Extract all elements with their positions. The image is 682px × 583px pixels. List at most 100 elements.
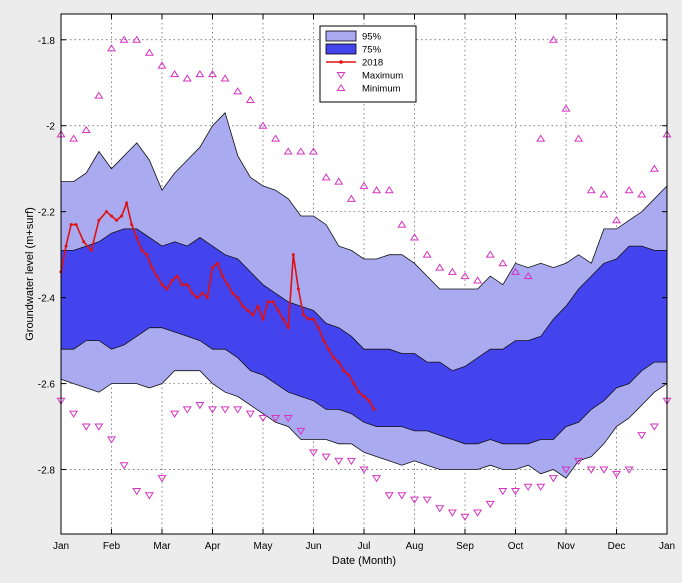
line-2018-point [97, 218, 101, 222]
line-2018-point [160, 283, 164, 287]
minimum-marker [195, 69, 205, 78]
minimum-marker [233, 87, 243, 95]
line-2018-point [145, 253, 149, 257]
line-2018-point [291, 253, 295, 257]
line-2018-point [180, 283, 184, 287]
maximum-marker [334, 457, 344, 466]
line-2018-point [241, 304, 245, 308]
x-tick-label: Feb [103, 541, 121, 552]
line-2018-point [150, 266, 154, 270]
band-edge-band95-lower [60, 370, 668, 479]
x-tick-label: May [254, 541, 273, 552]
line-2018-point [296, 287, 300, 291]
line-2018-point [200, 291, 204, 295]
minimum-marker [258, 121, 268, 129]
extreme-markers [56, 35, 672, 521]
maximum-marker [258, 414, 268, 423]
legend-label: Maximum [362, 71, 403, 82]
x-tick-label: Jan [659, 541, 675, 552]
minimum-marker [523, 271, 533, 280]
line-2018-point [64, 244, 68, 248]
line-2018-point [352, 382, 356, 386]
line-2018-point [357, 390, 361, 394]
line-2018-point [327, 347, 331, 351]
minimum-marker [574, 134, 584, 142]
maximum-marker [271, 414, 281, 423]
maximum-marker [245, 410, 255, 418]
maximum-marker [409, 496, 420, 504]
maximum-marker [397, 492, 407, 500]
maximum-marker [359, 466, 369, 474]
x-tick-label: Jan [53, 541, 69, 552]
minimum-marker [81, 125, 91, 134]
maximum-marker [649, 423, 659, 431]
maximum-marker [220, 406, 230, 414]
minimum-marker [207, 69, 218, 78]
maximum-marker [144, 492, 154, 500]
maximum-marker [81, 423, 91, 431]
minimum-marker [308, 147, 319, 155]
maximum-marker [624, 466, 634, 474]
minimum-marker [611, 216, 622, 224]
minimum-marker [536, 134, 546, 142]
y-axis-label: Groundwater level (m+surf) [24, 207, 36, 341]
line-2018-point [362, 394, 366, 398]
maximum-marker [94, 423, 104, 431]
line-2018-point [276, 309, 280, 313]
minimum-marker [245, 95, 255, 103]
line-2018-point [231, 291, 235, 295]
maximum-marker [599, 466, 609, 474]
minimum-marker [94, 91, 104, 99]
minimum-marker [106, 44, 117, 52]
minimum-marker [649, 164, 659, 172]
maximum-marker [422, 496, 432, 504]
band-edge-band95-upper [61, 112, 668, 290]
x-tick-label: Apr [205, 541, 221, 552]
line-2018-point [89, 248, 93, 252]
line-2018-point [195, 296, 199, 300]
maximum-marker [574, 457, 584, 466]
maximum-marker [536, 483, 546, 491]
line-2018-point [155, 274, 159, 278]
line-2018-point [211, 266, 214, 270]
line-2018-point [286, 326, 290, 330]
line-2018-point [185, 283, 189, 287]
legend-line-marker [339, 60, 343, 64]
line-2018-point [216, 261, 220, 265]
maximum-marker [233, 406, 243, 414]
line-2018 [59, 200, 376, 411]
minimum-marker [170, 69, 180, 78]
legend-label: 75% [362, 45, 382, 56]
x-tick-label: Mar [153, 541, 171, 552]
minimum-marker [422, 250, 432, 258]
band-edge-band75-upper [61, 228, 667, 372]
minimum-marker [599, 190, 609, 198]
minimum-marker [460, 271, 470, 280]
line-2018-point [261, 317, 265, 321]
minimum-marker [271, 134, 281, 142]
line-2018-point [190, 291, 194, 295]
line-2018-point [372, 407, 376, 411]
axis-ticks: Jan Feb Mar Apr May Jun Jul Aug Sep Oct Nov Dec Jan -… [38, 14, 675, 552]
line-2018-point [170, 278, 174, 282]
line-2018-point [69, 223, 73, 227]
legend-swatch [325, 43, 357, 55]
maximum-marker [460, 513, 470, 521]
minimum-marker [473, 276, 483, 284]
minimum-marker [586, 186, 596, 194]
minimum-marker [334, 177, 344, 185]
minimum-marker [119, 35, 129, 43]
minimum-marker [144, 48, 154, 56]
band-75 [61, 228, 667, 444]
line-2018-point [317, 326, 321, 330]
maximum-marker [510, 488, 521, 496]
line-2018-point [125, 201, 129, 205]
legend-swatch [325, 30, 357, 42]
minimum-marker [182, 74, 192, 82]
maximum-marker [157, 475, 167, 483]
maximum-marker [473, 509, 483, 517]
maximum-marker [498, 488, 508, 496]
y-tick-label: -2.6 [38, 380, 56, 391]
maximum-marker [182, 406, 192, 414]
minimum-marker [548, 35, 558, 43]
